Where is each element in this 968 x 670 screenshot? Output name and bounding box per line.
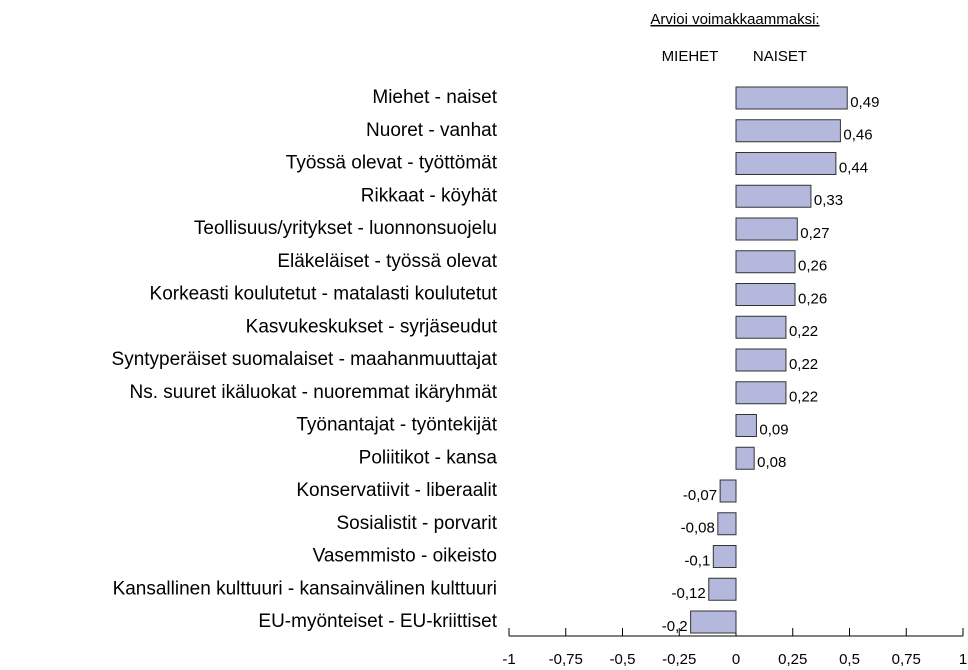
value-label: 0,49 <box>850 94 879 111</box>
category-label: Syntyperäiset suomalaiset - maahanmuutta… <box>112 349 498 370</box>
value-label: 0,26 <box>798 290 827 307</box>
x-tick-label: -0,5 <box>610 651 636 668</box>
value-label: -0,08 <box>681 520 715 537</box>
category-label: Kasvukeskukset - syrjäseudut <box>246 316 498 337</box>
bar <box>717 512 737 536</box>
bar <box>735 152 837 175</box>
value-label: -0,12 <box>672 585 706 602</box>
category-label: Kansallinen kulttuuri - kansainvälinen k… <box>113 578 497 599</box>
x-tick-label: -0,25 <box>662 651 696 668</box>
x-tick-label: -1 <box>502 651 515 668</box>
category-label: Ns. suuret ikäluokat - nuoremmat ikäryhm… <box>130 382 498 403</box>
value-label: 0,22 <box>789 323 818 340</box>
bar <box>708 577 737 601</box>
bar <box>735 283 796 306</box>
bar <box>735 250 796 274</box>
value-label: 0,09 <box>759 421 788 438</box>
bar <box>735 381 787 405</box>
x-tick-label: -0,75 <box>549 651 583 668</box>
bar <box>712 545 737 568</box>
category-label: Sosialistit - porvarit <box>337 513 498 534</box>
value-label: -0,2 <box>662 618 688 635</box>
value-label: 0,33 <box>814 192 843 209</box>
x-tick-label: 0,25 <box>778 651 807 668</box>
value-label: 0,46 <box>843 127 872 144</box>
bar <box>735 86 848 110</box>
value-label: 0,08 <box>757 454 786 471</box>
annotation: Arvioi voimakkaammaksi: <box>650 11 819 28</box>
category-label: Teollisuus/yritykset - luonnonsuojelu <box>194 218 497 239</box>
bar <box>735 414 757 437</box>
bar <box>735 315 787 339</box>
value-label: 0,44 <box>839 159 868 176</box>
category-label: Työnantajat - työntekijät <box>296 415 497 436</box>
x-tick-label: 1 <box>959 651 967 668</box>
x-tick-label: 0 <box>732 651 740 668</box>
category-label: Vasemmisto - oikeisto <box>313 546 497 567</box>
category-label: Nuoret - vanhat <box>366 120 498 141</box>
left-label: MIEHET <box>662 48 719 65</box>
category-label: Eläkeläiset - työssä olevat <box>277 251 497 272</box>
value-label: 0,27 <box>800 225 829 242</box>
bar <box>735 446 755 470</box>
right-label: NAISET <box>753 48 807 65</box>
value-label: 0,22 <box>789 389 818 406</box>
bar <box>690 610 737 634</box>
value-label: 0,26 <box>798 258 827 275</box>
x-tick-label: 0,5 <box>839 651 860 668</box>
bar <box>735 348 787 372</box>
x-tick-label: 0,75 <box>892 651 921 668</box>
category-label: Korkeasti koulutetut - matalasti koulute… <box>150 284 498 305</box>
category-label: Konservatiivit - liberaalit <box>296 480 497 501</box>
category-label: Työssä olevat - työttömät <box>286 153 498 174</box>
bar <box>735 217 798 241</box>
value-label: -0,07 <box>683 487 717 504</box>
bar <box>735 184 812 208</box>
category-label: Poliitikot - kansa <box>359 447 498 468</box>
category-label: Rikkaat - köyhät <box>361 185 498 206</box>
bar <box>735 119 841 143</box>
category-label: Miehet - naiset <box>372 87 497 108</box>
bar <box>719 479 737 503</box>
value-label: -0,1 <box>684 552 710 569</box>
value-label: 0,22 <box>789 356 818 373</box>
category-label: EU-myönteiset - EU-kriittiset <box>258 611 497 632</box>
